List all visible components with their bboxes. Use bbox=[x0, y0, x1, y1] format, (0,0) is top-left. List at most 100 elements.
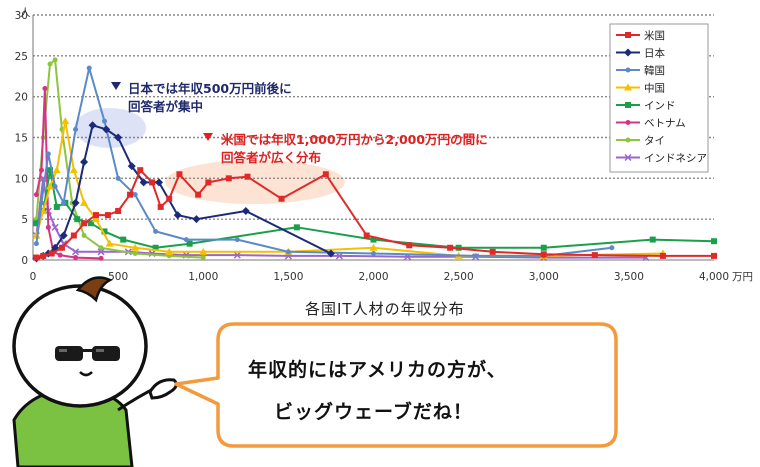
data-point bbox=[47, 61, 53, 67]
y-tick-label: 0 bbox=[21, 255, 28, 267]
bubble-line1: 年収的にはアメリカの方が、 bbox=[248, 358, 507, 381]
mascot-hair bbox=[75, 276, 113, 303]
data-point bbox=[115, 208, 122, 214]
data-point bbox=[711, 238, 717, 245]
japan-highlight bbox=[74, 108, 146, 148]
legend-item: 日本 bbox=[616, 47, 665, 60]
data-point bbox=[369, 243, 378, 251]
data-point bbox=[51, 223, 59, 231]
legend-item: インド bbox=[616, 100, 676, 112]
sunglasses-bridge bbox=[82, 349, 93, 352]
data-point bbox=[205, 179, 212, 186]
data-point bbox=[74, 216, 81, 223]
data-point bbox=[625, 120, 631, 125]
data-point bbox=[98, 255, 104, 261]
series-line bbox=[35, 169, 715, 249]
speech-bubble: 年収的にはアメリカの方が、 ビッグウェーブだね！ bbox=[174, 322, 618, 448]
data-point bbox=[153, 228, 159, 234]
data-point bbox=[137, 167, 144, 174]
data-point bbox=[659, 252, 666, 259]
y-tick-label: 15 bbox=[15, 133, 28, 145]
data-point bbox=[32, 231, 41, 239]
data-point bbox=[370, 236, 377, 243]
data-point bbox=[80, 158, 89, 166]
series-line bbox=[36, 169, 714, 259]
data-point bbox=[195, 191, 202, 198]
data-point bbox=[46, 182, 55, 190]
data-point bbox=[609, 245, 615, 251]
data-point bbox=[53, 203, 60, 210]
legend-label: ベトナム bbox=[644, 118, 686, 130]
data-point bbox=[363, 232, 370, 239]
data-point bbox=[624, 153, 632, 162]
data-point bbox=[711, 252, 717, 259]
data-point bbox=[625, 67, 631, 73]
legend-label: 米国 bbox=[644, 29, 665, 42]
data-point bbox=[61, 117, 70, 125]
y-tick-label: 5 bbox=[21, 214, 28, 226]
y-tick-label: 20 bbox=[15, 92, 28, 104]
x-unit-label: 万円 bbox=[732, 271, 753, 283]
data-point bbox=[52, 166, 61, 174]
x-tick-label: 0 bbox=[30, 271, 37, 283]
series-group bbox=[32, 57, 717, 263]
series-米国 bbox=[33, 167, 717, 261]
legend-label: 日本 bbox=[644, 47, 665, 60]
data-point bbox=[92, 212, 99, 219]
data-point bbox=[139, 178, 148, 187]
data-point bbox=[39, 167, 45, 173]
x-tick-label: 1,000 bbox=[188, 271, 218, 283]
data-point bbox=[234, 237, 240, 243]
data-point bbox=[52, 57, 58, 63]
x-tick-label: 4,000 bbox=[699, 271, 729, 283]
data-point bbox=[40, 252, 47, 259]
legend-label: インドネシア bbox=[644, 153, 707, 165]
usa-annotation-line1: 米国では年収1,000万円から2,000万円の間に bbox=[220, 132, 488, 147]
data-point bbox=[57, 252, 63, 258]
data-point bbox=[200, 255, 206, 261]
data-point bbox=[33, 192, 39, 198]
mascot-head bbox=[12, 284, 148, 408]
data-point bbox=[149, 179, 156, 186]
data-point bbox=[625, 137, 631, 143]
series-インドネシア bbox=[32, 174, 650, 262]
data-point bbox=[114, 133, 123, 142]
data-point bbox=[102, 125, 111, 134]
data-point bbox=[48, 250, 55, 257]
data-point bbox=[73, 126, 79, 132]
data-point bbox=[186, 240, 193, 247]
series-line bbox=[35, 87, 102, 260]
data-point bbox=[132, 250, 138, 256]
mascot-mouth bbox=[79, 371, 93, 377]
bubble-line2: ビッグウェーブだね！ bbox=[274, 400, 473, 423]
data-point bbox=[61, 200, 67, 206]
data-point bbox=[183, 237, 189, 243]
legend-item: 中国 bbox=[616, 82, 665, 95]
data-point bbox=[88, 121, 97, 130]
data-point bbox=[81, 233, 87, 238]
data-point bbox=[42, 86, 48, 91]
data-point bbox=[91, 215, 100, 223]
data-point bbox=[625, 102, 631, 108]
legend-item: インドネシア bbox=[616, 153, 707, 165]
data-point bbox=[473, 253, 479, 259]
data-point bbox=[591, 252, 598, 259]
data-point bbox=[131, 243, 140, 251]
series-韓国 bbox=[33, 65, 615, 259]
legend-item: 韓国 bbox=[616, 65, 665, 77]
data-point bbox=[104, 212, 111, 219]
x-tick-label: 2,000 bbox=[358, 271, 388, 283]
data-point bbox=[322, 171, 329, 178]
y-tick-label: 25 bbox=[15, 51, 28, 63]
data-point bbox=[154, 178, 163, 187]
y-unit-label: 人 bbox=[20, 7, 31, 19]
data-point bbox=[625, 32, 631, 38]
data-point bbox=[58, 244, 65, 251]
data-point bbox=[199, 247, 208, 255]
legend-label: タイ bbox=[644, 135, 665, 147]
data-point bbox=[447, 244, 454, 251]
data-point bbox=[81, 220, 88, 227]
data-point bbox=[165, 247, 174, 255]
data-point bbox=[72, 248, 80, 256]
